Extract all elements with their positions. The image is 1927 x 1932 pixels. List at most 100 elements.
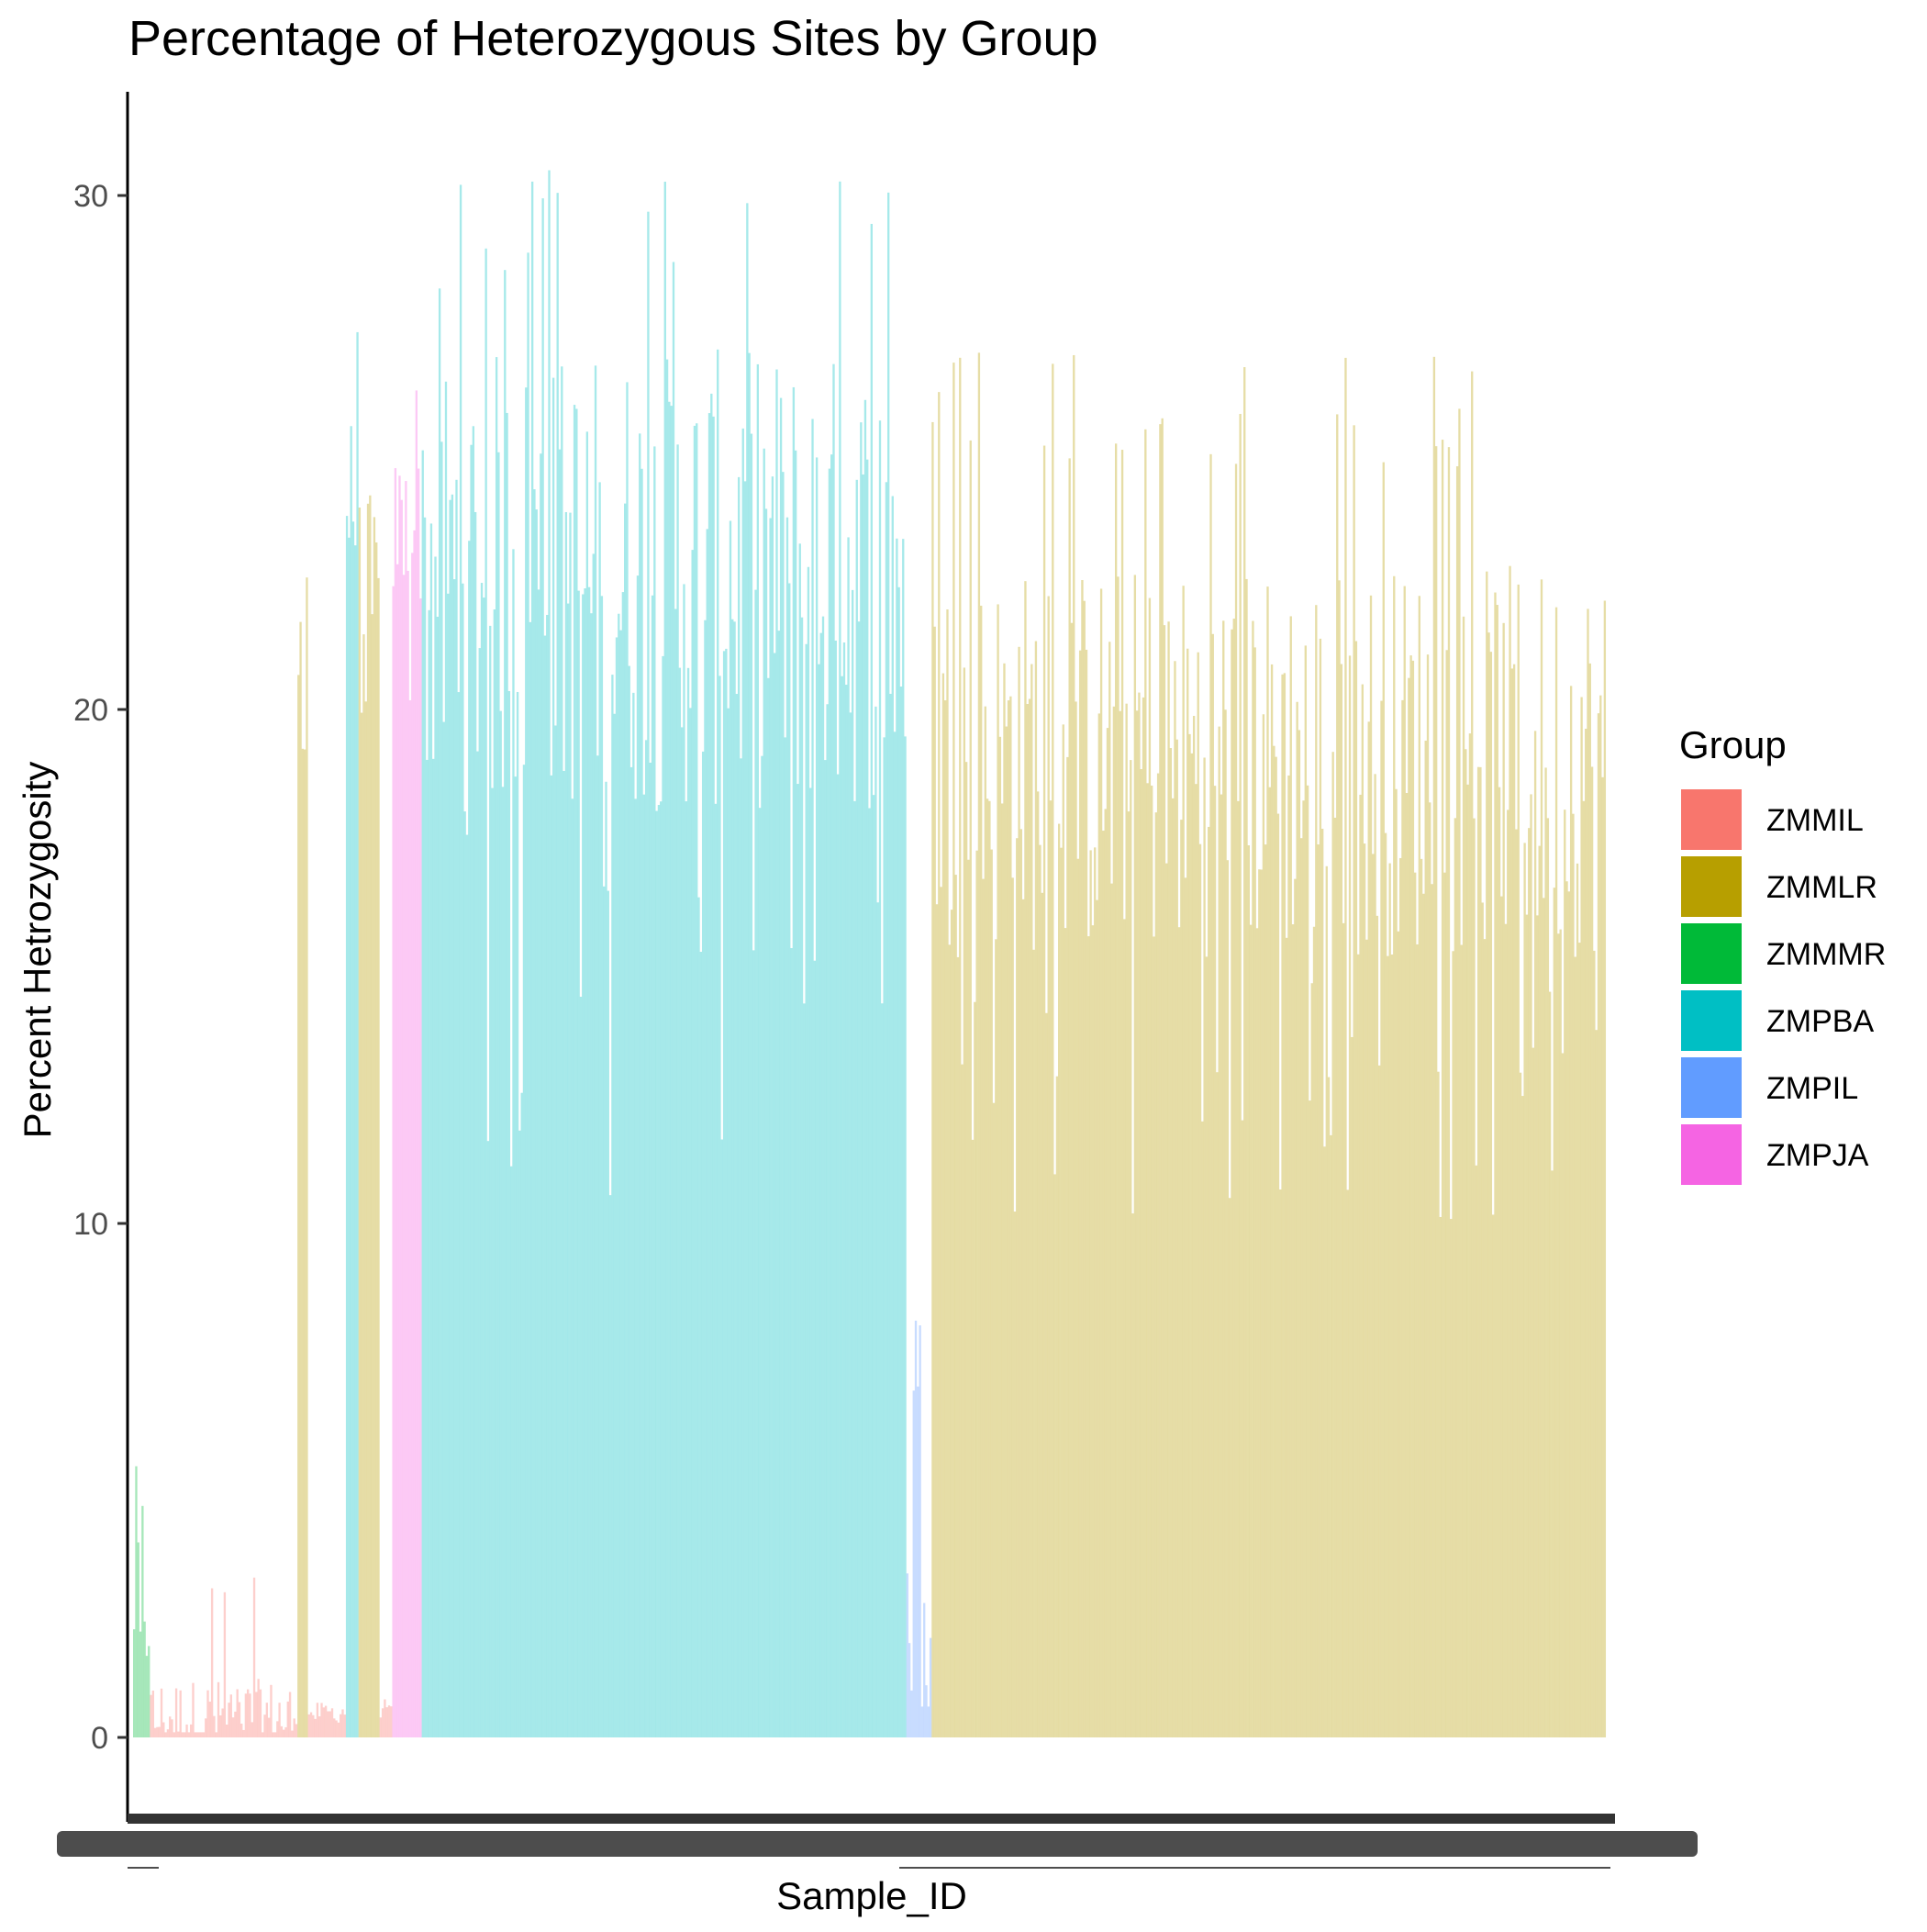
bar-zmpba bbox=[830, 454, 833, 1737]
bar-zmmlr bbox=[1390, 954, 1394, 1737]
bar-zmmlr bbox=[1533, 731, 1537, 1737]
bar-zmmlr bbox=[1154, 812, 1157, 1737]
bar-zmpba bbox=[457, 692, 460, 1737]
bar-zmmlr bbox=[1053, 1174, 1056, 1737]
bar-zmpja bbox=[407, 570, 409, 1737]
bar-zmpil bbox=[920, 1706, 924, 1737]
bar-zmmlr bbox=[1336, 414, 1339, 1737]
bar-zmmlr bbox=[1287, 775, 1290, 1738]
bar-zmmlr bbox=[1102, 831, 1105, 1737]
bar-zmmil bbox=[259, 1689, 262, 1737]
bar-zmpba bbox=[558, 449, 562, 1737]
bar-zmmil bbox=[293, 1718, 295, 1737]
bar-zmmlr bbox=[1175, 739, 1178, 1738]
bar-zmmil bbox=[205, 1718, 207, 1737]
bar-zmmlr bbox=[1431, 884, 1433, 1737]
bar-zmpba bbox=[590, 613, 593, 1738]
bar-zmmlr bbox=[1382, 462, 1385, 1737]
bar-zmmlr bbox=[1182, 586, 1185, 1738]
bar-zmmlr bbox=[1593, 950, 1596, 1737]
bar-zmmil bbox=[151, 1690, 155, 1737]
bar-zmmlr bbox=[1587, 609, 1589, 1737]
bar-zmmlr bbox=[1032, 949, 1035, 1737]
bar-zmpba bbox=[438, 288, 441, 1737]
bar-zmmlr bbox=[1369, 595, 1373, 1737]
bar-zmmlr bbox=[1536, 915, 1539, 1737]
bar-zmmlr bbox=[1496, 605, 1498, 1737]
bar-zmpba bbox=[605, 781, 607, 1737]
y-tick-label: 30 bbox=[73, 179, 108, 214]
bar-zmmlr bbox=[971, 1139, 975, 1737]
bar-zmmlr bbox=[1348, 655, 1352, 1737]
bar-zmmlr bbox=[1315, 605, 1318, 1738]
bar-zmmlr bbox=[935, 904, 939, 1737]
bar-zmmil bbox=[288, 1692, 292, 1737]
bar-zmpba bbox=[447, 593, 450, 1737]
bar-zmpba bbox=[807, 566, 810, 1737]
bar-zmmlr bbox=[1378, 1065, 1381, 1737]
bar-zmmlr bbox=[1047, 596, 1050, 1737]
bar-zmpba bbox=[618, 613, 620, 1737]
bar-zmpba bbox=[653, 446, 656, 1737]
bar-zmmil bbox=[278, 1703, 281, 1737]
bar-zmmlr bbox=[1285, 937, 1288, 1737]
bar-zmmlr bbox=[959, 357, 962, 1737]
bar-zmpba bbox=[594, 365, 597, 1738]
bar-zmmlr bbox=[1218, 726, 1220, 1737]
bar-zmmlr bbox=[1283, 673, 1287, 1737]
bar-zmmlr bbox=[988, 800, 991, 1737]
bar-zmmlr bbox=[990, 849, 993, 1737]
bar-zmmlr bbox=[1190, 753, 1193, 1737]
bar-zmpba bbox=[607, 890, 609, 1737]
bar-zmmlr bbox=[1441, 440, 1444, 1737]
bar-zmmil bbox=[219, 1715, 222, 1737]
bar-zmpba bbox=[567, 603, 570, 1737]
bar-zmpba bbox=[563, 770, 565, 1737]
bar-zmpba bbox=[809, 787, 812, 1737]
bar-zmpba bbox=[758, 808, 762, 1737]
bar-zmmlr bbox=[974, 1001, 976, 1737]
bar-zmpba bbox=[683, 584, 685, 1738]
bar-zmpba bbox=[672, 262, 675, 1738]
bar-zmpba bbox=[647, 211, 650, 1737]
legend-label-zmpja: ZMPJA bbox=[1766, 1138, 1869, 1173]
bar-zmmlr bbox=[1169, 748, 1173, 1737]
bar-zmmlr bbox=[299, 621, 302, 1737]
bar-zmmlr bbox=[1148, 597, 1152, 1737]
bar-zmpba bbox=[540, 453, 542, 1737]
bar-zmmlr bbox=[1408, 677, 1410, 1738]
bar-zmpba bbox=[696, 423, 698, 1738]
bar-zmmlr bbox=[1483, 939, 1487, 1737]
bar-zmmil bbox=[229, 1694, 232, 1737]
bar-zmpba bbox=[575, 408, 578, 1738]
bar-zmpba bbox=[902, 539, 905, 1737]
bar-zmpba bbox=[598, 482, 601, 1737]
bar-zmpba bbox=[507, 690, 511, 1737]
bar-zmmlr bbox=[1426, 654, 1430, 1737]
bar-zmmlr bbox=[938, 392, 941, 1737]
bar-zmpba bbox=[811, 419, 814, 1737]
bar-zmpil bbox=[925, 1685, 928, 1737]
bar-zmmlr bbox=[1279, 1189, 1282, 1737]
bar-zmmlr bbox=[1498, 787, 1501, 1738]
bar-zmpba bbox=[486, 1141, 490, 1737]
bar-zmpba bbox=[506, 412, 508, 1738]
bar-zmmlr bbox=[1085, 649, 1088, 1738]
bar-zmmlr bbox=[1003, 663, 1006, 1737]
y-tick-label: 0 bbox=[91, 1721, 108, 1756]
bar-zmmlr bbox=[1519, 1072, 1522, 1737]
bar-zmmlr bbox=[1188, 733, 1191, 1737]
bar-zmmlr bbox=[362, 634, 365, 1737]
bar-zmpba bbox=[826, 704, 829, 1737]
bar-zmmlr bbox=[1559, 929, 1562, 1737]
bar-zmpba bbox=[662, 655, 664, 1737]
bar-zmpba bbox=[489, 625, 492, 1737]
bar-zmmlr bbox=[1429, 802, 1431, 1737]
bar-zmmil bbox=[158, 1726, 161, 1737]
bar-zmpil bbox=[923, 1603, 926, 1737]
bar-zmpba bbox=[345, 516, 349, 1737]
bar-zmmlr bbox=[1354, 641, 1358, 1737]
bar-zmmil bbox=[164, 1732, 167, 1737]
bar-zmmlr bbox=[366, 503, 370, 1737]
